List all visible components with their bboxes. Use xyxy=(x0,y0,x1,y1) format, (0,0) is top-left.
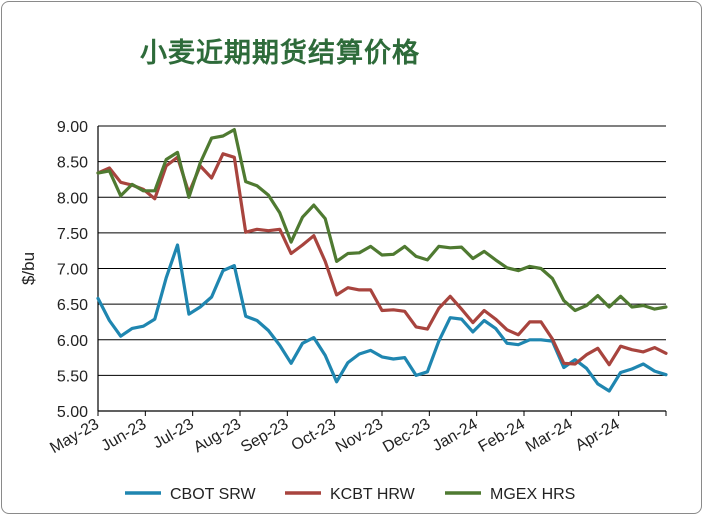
x-tick-label: Jun-23 xyxy=(98,416,149,455)
x-tick-label: Aug-23 xyxy=(191,416,244,457)
y-tick-label: 5.00 xyxy=(57,404,88,421)
x-tick-label: Mar-24 xyxy=(523,416,575,456)
y-tick-label: 7.00 xyxy=(57,262,88,279)
legend-label: KCBT HRW xyxy=(330,486,416,503)
y-tick-label: 5.50 xyxy=(57,368,88,385)
y-tick-label: 8.50 xyxy=(57,155,88,172)
x-tick-label: Dec-23 xyxy=(380,416,433,457)
chart-title: 小麦近期期货结算价格 xyxy=(140,38,420,69)
x-tick-label: Jul-23 xyxy=(150,416,196,453)
y-axis-label: $/bu xyxy=(19,252,38,285)
x-tick-label: Sep-23 xyxy=(238,416,291,457)
x-tick-label: Nov-23 xyxy=(333,416,386,457)
series-line-0 xyxy=(96,243,668,393)
legend-label: MGEX HRS xyxy=(490,486,575,503)
y-tick-label: 8.00 xyxy=(57,190,88,207)
y-tick-label: 6.00 xyxy=(57,333,88,350)
x-tick-label: Oct-23 xyxy=(289,416,339,455)
x-tick-label: Apr-24 xyxy=(573,416,623,455)
legend-label: CBOT SRW xyxy=(170,486,257,503)
x-tick-label: May-23 xyxy=(47,416,102,457)
series-line-1 xyxy=(96,152,668,367)
series-line-2 xyxy=(96,128,668,313)
x-tick-label: Jan-24 xyxy=(430,416,481,455)
x-tick-label: Feb-24 xyxy=(476,416,528,456)
y-tick-label: 6.50 xyxy=(57,297,88,314)
y-tick-label: 9.00 xyxy=(57,119,88,136)
y-tick-label: 7.50 xyxy=(57,226,88,243)
